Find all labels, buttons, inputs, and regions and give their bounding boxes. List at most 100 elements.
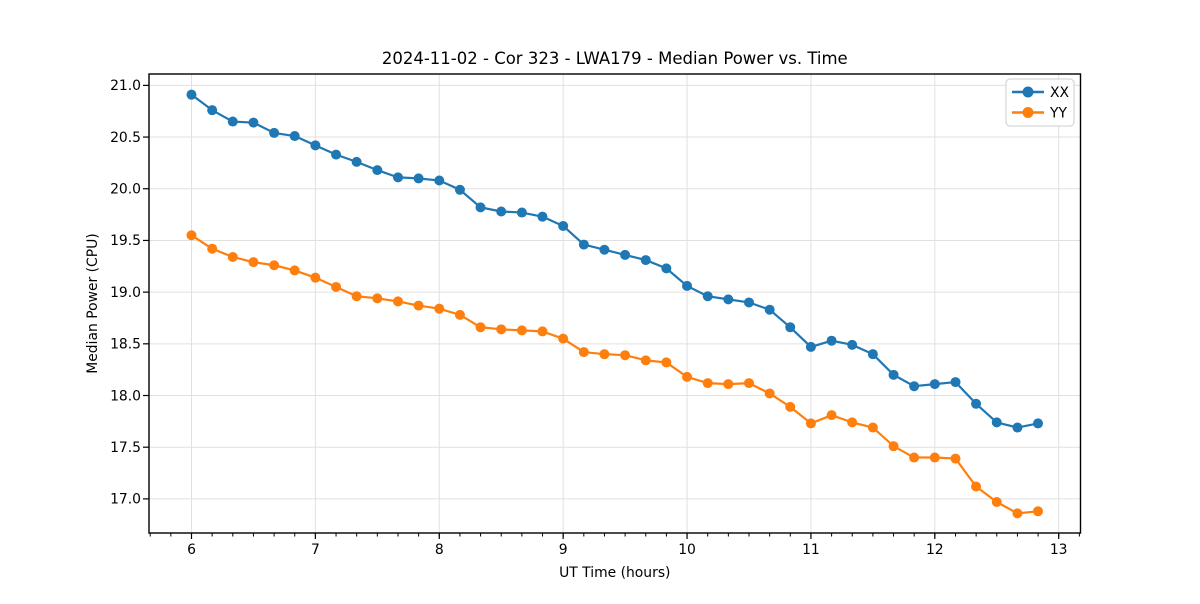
y-tick-label: 20.5 [110,130,141,146]
series-yy-marker [599,349,610,360]
series-yy-marker [682,371,693,382]
series-yy-marker [826,410,837,421]
series-xx-marker [289,131,300,142]
series-yy-marker [475,322,486,333]
series-xx-marker [516,207,527,218]
legend-marker-xx [1022,86,1034,98]
series-xx-marker [991,417,1002,428]
series-xx-marker [372,165,383,176]
x-tick-label: 10 [678,542,696,558]
series-xx-marker [867,349,878,360]
series-yy-marker [537,326,548,337]
series-yy-marker [578,347,589,358]
series-xx-marker [785,322,796,333]
series-yy-marker [909,452,920,463]
series-xx-marker [1012,422,1023,433]
legend-label-yy: YY [1049,105,1067,121]
series-yy-marker [1012,508,1023,519]
series-yy-marker [620,350,631,361]
series-yy-marker [661,357,672,368]
series-xx-marker [434,175,445,186]
legend-marker-yy [1022,107,1034,118]
series-xx-marker [702,291,713,302]
series-yy-marker [289,265,300,276]
series-xx-marker [496,206,507,217]
series-xx-marker [186,89,197,100]
x-tick-label: 12 [926,542,944,558]
series-xx-marker [413,173,424,184]
y-tick-label: 17.0 [110,492,141,508]
series-xx [186,89,1044,433]
legend: XX YY [1005,78,1075,127]
series-xx-marker [620,249,631,260]
chart-title: 2024-11-02 - Cor 323 - LWA179 - Median P… [382,49,848,68]
series-yy-marker [1033,506,1044,517]
series-yy-marker [702,378,713,389]
y-tick-label: 19.0 [110,285,141,301]
series-yy-marker [434,303,445,314]
axis-tick-labels: 6 7 8 9 10 11 12 13 17.0 17.5 18.0 18.5 19.0 19.5 20.0… [110,78,1067,558]
legend-item-xx: XX [1012,85,1070,101]
series-yy-marker [640,355,651,366]
y-tick-label: 18.0 [110,388,141,404]
series-yy-marker [785,401,796,412]
series-xx-marker [743,297,754,308]
series-xx-marker [723,294,734,305]
series-yy-marker [248,257,259,268]
series-yy-marker [351,291,362,302]
series-xx-marker [847,339,858,350]
series-xx-marker [682,280,693,291]
series-xx-marker [578,239,589,250]
series-yy-marker [929,452,940,463]
grid-lines [149,74,1081,533]
series-xx-marker [475,202,486,213]
y-tick-label: 21.0 [110,78,141,94]
series-xx-marker [805,341,816,352]
series-yy-marker [413,300,424,311]
series-yy-marker [991,496,1002,507]
series-yy-marker [743,378,754,389]
x-tick-label: 11 [802,542,820,558]
series-xx-marker [826,335,837,346]
series-xx-marker [393,172,404,183]
series-xx-marker [248,117,259,128]
series-yy [186,230,1044,519]
series-xx-marker [1033,418,1044,429]
series-xx-marker [929,379,940,390]
y-tick-label: 19.5 [110,233,141,249]
x-tick-label: 6 [187,542,196,558]
series-xx-marker [950,377,961,388]
legend-label-xx: XX [1050,85,1070,101]
series-xx-marker [971,398,982,409]
series-yy-marker [805,418,816,429]
x-tick-label: 9 [559,542,568,558]
series-yy-marker [847,417,858,428]
y-tick-label: 18.5 [110,337,141,353]
series-yy-marker [207,243,218,254]
series-yy-marker [186,230,197,241]
series-yy-marker [496,324,507,335]
series-xx-marker [310,140,321,151]
data-series [186,89,1044,519]
series-yy-marker [867,422,878,433]
series-xx-marker [764,304,775,315]
series-xx-marker [351,156,362,167]
x-tick-label: 7 [311,542,320,558]
series-yy-marker [372,293,383,304]
series-yy-marker [393,296,404,307]
series-yy-marker [331,281,342,292]
y-tick-label: 20.0 [110,182,141,198]
series-yy-marker [950,453,961,464]
x-tick-label: 8 [435,542,444,558]
x-tick-label: 13 [1050,542,1068,558]
plot-frame [148,73,1082,534]
series-xx-marker [454,184,465,195]
series-xx-marker [661,263,672,274]
series-yy-marker [723,379,734,390]
series-yy-marker [227,251,238,262]
series-yy-marker [269,260,280,271]
series-yy-marker [558,333,569,344]
series-xx-marker [537,211,548,222]
